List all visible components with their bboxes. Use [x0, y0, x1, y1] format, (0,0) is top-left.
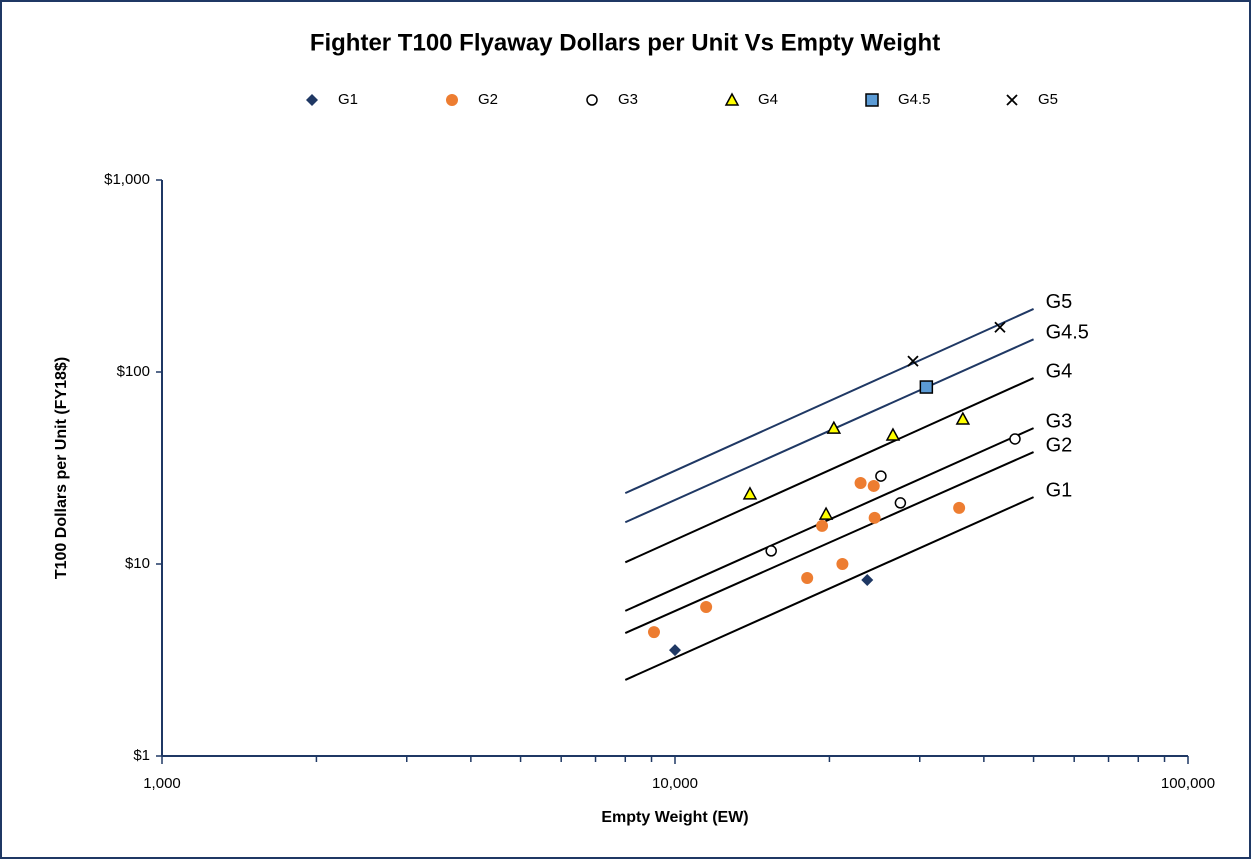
trend-line [624, 451, 1034, 634]
trend-line-label: G3 [1046, 410, 1073, 432]
point [836, 558, 849, 570]
point [953, 501, 966, 514]
legend-label: G4 [758, 91, 778, 108]
point [700, 601, 713, 614]
legend-marker [586, 94, 598, 106]
legend-label: G4.5 [898, 91, 931, 108]
trend-line-label: G1 [1046, 479, 1073, 501]
point [826, 420, 842, 434]
legend-marker [865, 93, 879, 107]
x-axis-label: Empty Weight (EW) [601, 809, 748, 826]
y-tick-label: $10 [125, 555, 150, 572]
point [816, 519, 829, 532]
point [647, 626, 660, 639]
point [861, 573, 874, 586]
point [818, 506, 834, 520]
point [765, 545, 777, 557]
point [885, 427, 901, 441]
point [875, 470, 887, 482]
trend-line-label: G2 [1046, 434, 1073, 456]
trend-line [624, 308, 1034, 495]
trend-line-label: G4 [1046, 360, 1073, 382]
point [907, 355, 919, 367]
trend-line [624, 377, 1034, 564]
legend-label: G5 [1038, 91, 1058, 108]
point [894, 497, 907, 509]
trend-line [624, 496, 1034, 681]
legend-label: G3 [618, 91, 638, 108]
point [801, 572, 814, 585]
trend-line-label: G5 [1046, 291, 1073, 313]
y-tick-label: $1,000 [104, 171, 150, 188]
point [1009, 433, 1021, 445]
x-tick-label: 10,000 [652, 775, 698, 792]
legend-marker [1006, 94, 1018, 106]
point [867, 479, 880, 492]
point [742, 486, 758, 500]
point [994, 321, 1006, 333]
point [919, 380, 934, 394]
x-tick-label: 1,000 [143, 775, 181, 792]
x-tick-label: 100,000 [1161, 775, 1215, 792]
point [854, 477, 867, 490]
point [868, 511, 881, 524]
point [669, 644, 681, 657]
legend-marker [446, 94, 458, 106]
chart-title: Fighter T100 Flyaway Dollars per Unit Vs… [310, 29, 940, 56]
legend-marker [724, 92, 740, 106]
legend-marker [306, 94, 318, 106]
y-tick-label: $1 [133, 747, 150, 764]
trend-line-label: G4.5 [1046, 322, 1089, 344]
point [955, 411, 971, 425]
y-tick-label: $100 [117, 363, 150, 380]
y-axis-label: T100 Dollars per Unit (FY18$) [53, 357, 70, 579]
legend-label: G2 [478, 91, 498, 108]
legend-label: G1 [338, 91, 358, 108]
